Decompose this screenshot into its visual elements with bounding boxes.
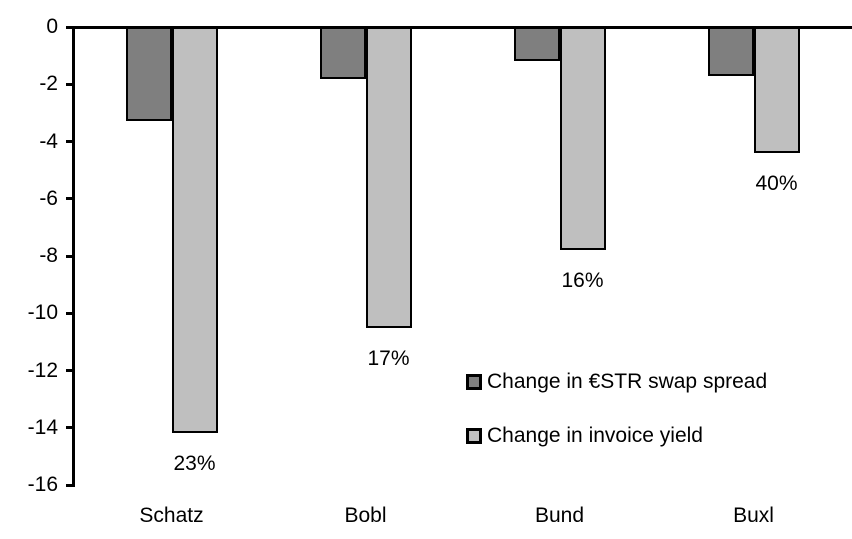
category-label: Buxl	[733, 504, 774, 527]
y-axis-tick	[66, 311, 75, 315]
y-axis-tick-label: 0	[46, 15, 58, 38]
bar	[559, 27, 606, 251]
y-axis-tick-label: -6	[39, 186, 58, 210]
legend-label-swap-spread: Change in €STR swap spread	[487, 370, 768, 393]
category-label: Bund	[534, 504, 585, 527]
bar	[125, 27, 172, 122]
y-axis-tick	[66, 197, 75, 201]
y-axis-tick-label: -16	[27, 473, 58, 496]
y-axis-tick	[66, 140, 75, 143]
y-axis-tick-label: -8	[39, 244, 58, 267]
bar-value-label: 16%	[561, 269, 604, 293]
bar-value-label: 23%	[173, 452, 216, 476]
y-axis-tick	[66, 426, 75, 430]
category-label: Schatz	[139, 504, 204, 527]
legend-label-invoice-yield: Change in invoice yield	[487, 424, 703, 447]
bar	[171, 27, 218, 434]
zero-baseline	[66, 26, 852, 29]
y-axis-tick	[66, 254, 75, 258]
legend-swatch-dark-icon	[466, 374, 482, 390]
bar	[513, 27, 560, 62]
y-axis-tick-label: -14	[27, 415, 58, 439]
y-axis-tick-label: -2	[39, 72, 58, 96]
y-axis-tick	[66, 369, 75, 372]
legend-item-swap-spread: Change in €STR swap spread	[466, 371, 767, 393]
bar	[707, 27, 754, 76]
legend-swatch-light-icon	[466, 428, 482, 444]
y-axis-tick-label: -10	[27, 301, 58, 325]
category-label: Bobl	[344, 504, 387, 527]
y-axis-tick-label: -12	[27, 358, 58, 382]
chart-legend: Change in €STR swap spread Change in inv…	[466, 371, 767, 479]
bar-value-label: 40%	[755, 171, 798, 195]
y-axis-tick	[66, 25, 75, 29]
bar	[753, 27, 800, 153]
legend-item-invoice-yield: Change in invoice yield	[466, 425, 767, 447]
bar	[319, 27, 366, 79]
y-axis-tick-label: -4	[39, 129, 58, 153]
y-axis-tick	[66, 82, 75, 86]
bar-value-label: 17%	[367, 346, 410, 370]
bar	[365, 27, 412, 328]
y-axis-tick	[66, 483, 75, 487]
